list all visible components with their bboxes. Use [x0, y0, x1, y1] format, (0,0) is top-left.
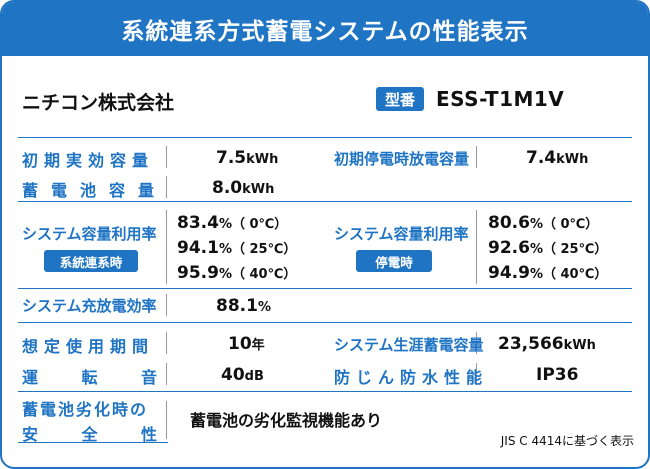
charge-efficiency-value: 88.1%: [216, 296, 271, 316]
battery-capacity-label: 蓄電池容量: [22, 181, 168, 200]
utilization-grid-0c: 83.4%（ 0℃）: [177, 213, 288, 233]
initial-capacity-value: 7.5kWh: [216, 148, 279, 168]
lifetime-storage-label: システム生涯蓄電容量: [334, 336, 484, 354]
initial-capacity-label: 初期実効容量: [22, 151, 155, 170]
degradation-safety-label-line1: 蓄電池劣化時の: [22, 400, 149, 419]
jis-footnote: JIS C 4414に基づく表示: [500, 434, 634, 448]
degradation-safety-value: 蓄電池の劣化監視機能あり: [190, 411, 383, 430]
outage-badge: 停電時: [356, 250, 432, 272]
model-badge: 型番: [376, 87, 424, 111]
divider: [18, 201, 632, 202]
utilization-grid-25c: 94.1%（ 25℃）: [177, 238, 297, 258]
expected-period-label: 想定使用期間: [22, 337, 155, 356]
page-title: 系統連系方式蓄電システムの性能表示: [2, 2, 648, 56]
operating-noise-label: 運 転 音: [22, 368, 157, 387]
operating-noise-value: 40dB: [221, 365, 264, 385]
outage-discharge-label: 初期停電時放電容量: [334, 150, 470, 168]
utilization-outage-0c: 80.6%（ 0℃）: [488, 213, 599, 233]
divider: [18, 391, 632, 392]
divider: [18, 288, 632, 289]
grid-connected-badge: 系統連系時: [44, 250, 138, 272]
lifetime-storage-value: 23,566kWh: [498, 334, 596, 354]
utilization-outage-40c: 94.9%（ 40℃）: [488, 263, 608, 283]
divider: [18, 137, 632, 138]
divider: [18, 322, 632, 323]
model-number: ESS-T1M1V: [436, 87, 565, 111]
charge-efficiency-label: システム充放電効率: [22, 297, 157, 315]
water-resistance-value: IP36: [536, 365, 579, 385]
battery-capacity-value: 8.0kWh: [212, 178, 275, 198]
degradation-safety-label-line2: 安 全 性: [22, 425, 157, 444]
utilization-grid-40c: 95.9%（ 40℃）: [177, 263, 297, 283]
company-name: ニチコン株式会社: [22, 92, 175, 114]
outage-discharge-value: 7.4kWh: [526, 148, 589, 168]
expected-period-value: 10年: [228, 334, 265, 354]
utilization-outage-25c: 92.6%（ 25℃）: [488, 238, 608, 258]
utilization-grid-label: システム容量利用率: [22, 225, 157, 243]
water-resistance-label: 防じん防水性能: [334, 368, 489, 387]
divider: [18, 442, 168, 443]
utilization-outage-label: システム容量利用率: [334, 225, 469, 243]
